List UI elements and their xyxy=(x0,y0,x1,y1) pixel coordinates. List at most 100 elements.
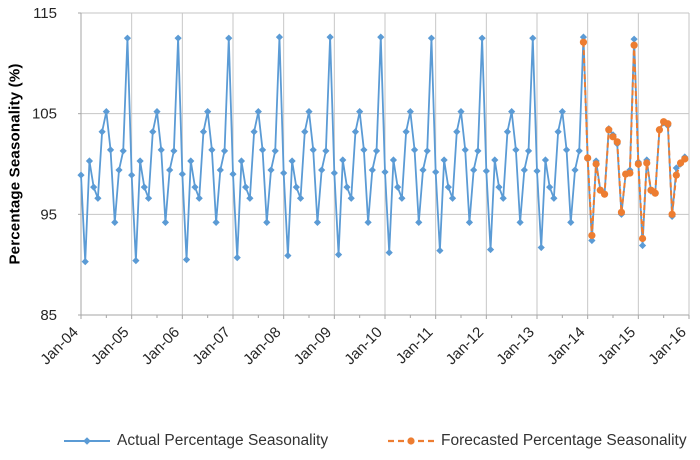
data-point-marker xyxy=(292,183,300,191)
data-point-marker xyxy=(334,251,343,259)
data-point-marker xyxy=(495,183,503,191)
data-point-marker xyxy=(681,155,689,163)
data-point-marker xyxy=(617,208,626,216)
data-point-marker xyxy=(166,166,174,174)
x-tick-label: Jan-07 xyxy=(189,324,233,368)
data-point-marker xyxy=(149,128,157,136)
data-point-marker xyxy=(187,157,195,165)
data-point-marker xyxy=(195,194,203,202)
data-point-marker xyxy=(343,183,351,191)
axis-tick-labels: 85 95 105 115 Jan-04 Jan-05 Jan-06 Jan-07 Jan-08… xyxy=(32,5,690,368)
data-point-marker xyxy=(170,147,178,155)
data-point-marker xyxy=(368,166,376,174)
data-point-marker xyxy=(111,218,119,226)
chart-canvas: 85 95 105 115 Jan-04 Jan-05 Jan-06 Jan-07 Jan-08… xyxy=(32,5,690,368)
legend-item-actual: Actual Percentage Seasonality xyxy=(64,428,328,454)
data-point-marker xyxy=(356,108,364,116)
data-point-marker xyxy=(638,234,647,243)
data-point-marker xyxy=(199,128,208,136)
data-point-marker xyxy=(85,157,94,165)
data-point-marker xyxy=(486,245,495,254)
data-point-marker xyxy=(432,168,440,176)
data-point-marker xyxy=(440,156,448,164)
forecast-series xyxy=(579,38,689,243)
data-point-marker xyxy=(664,120,672,128)
data-point-marker xyxy=(410,146,419,154)
data-point-marker xyxy=(508,108,516,116)
actual-series xyxy=(77,33,689,266)
data-point-marker xyxy=(288,157,296,165)
data-point-marker xyxy=(470,166,478,174)
axes xyxy=(78,12,690,319)
data-point-marker xyxy=(322,147,330,155)
data-point-marker xyxy=(347,194,355,202)
data-point-marker xyxy=(584,154,592,162)
data-point-marker xyxy=(613,138,621,146)
data-point-marker xyxy=(263,218,271,226)
x-tick-label: Jan-06 xyxy=(139,324,183,368)
data-point-marker xyxy=(309,146,317,154)
data-point-marker xyxy=(313,218,322,226)
data-point-marker xyxy=(575,147,583,155)
data-point-marker xyxy=(77,171,85,179)
data-point-marker xyxy=(81,258,89,266)
data-point-marker xyxy=(398,194,406,202)
data-point-marker xyxy=(233,254,241,262)
data-point-marker xyxy=(326,33,334,41)
actual-series-swatch-icon xyxy=(64,437,110,445)
data-point-marker xyxy=(140,183,148,191)
data-point-marker xyxy=(258,146,267,154)
data-point-marker xyxy=(558,108,566,116)
data-point-marker xyxy=(381,168,389,176)
data-point-marker xyxy=(132,257,140,265)
data-point-marker xyxy=(499,194,507,202)
data-point-marker xyxy=(275,33,284,41)
data-point-marker xyxy=(554,128,562,136)
data-point-marker xyxy=(605,126,613,134)
data-point-marker xyxy=(284,252,292,260)
data-point-marker xyxy=(212,218,220,226)
data-point-marker xyxy=(638,241,647,250)
data-point-marker xyxy=(280,169,288,177)
data-point-marker xyxy=(229,170,237,178)
x-tick-label: Jan-10 xyxy=(341,324,385,368)
data-point-marker xyxy=(419,166,427,174)
data-point-marker xyxy=(174,34,182,42)
x-tick-label: Jan-12 xyxy=(443,324,487,368)
data-point-marker xyxy=(305,108,313,116)
data-point-marker xyxy=(394,183,402,191)
y-tick-label: 95 xyxy=(40,206,57,223)
data-point-marker xyxy=(453,128,461,136)
data-point-marker xyxy=(98,128,106,136)
y-tick-label: 85 xyxy=(40,307,57,324)
data-point-marker xyxy=(415,218,423,226)
data-point-marker xyxy=(512,146,520,154)
data-point-marker xyxy=(588,231,596,240)
data-point-marker xyxy=(225,34,233,42)
data-point-marker xyxy=(474,147,482,155)
data-point-marker xyxy=(643,159,651,167)
data-point-marker xyxy=(406,108,414,116)
data-point-marker xyxy=(318,166,326,174)
data-point-marker xyxy=(182,256,191,264)
data-point-marker xyxy=(271,147,279,155)
data-point-marker xyxy=(216,166,224,174)
legend-label-actual: Actual Percentage Seasonality xyxy=(117,432,329,449)
x-tick-label: Jan-13 xyxy=(493,324,537,368)
data-point-marker xyxy=(630,41,638,49)
data-point-marker xyxy=(634,160,642,168)
data-point-marker xyxy=(360,146,368,154)
data-point-marker xyxy=(436,246,444,255)
data-point-marker xyxy=(385,248,393,257)
data-point-marker xyxy=(178,170,186,178)
data-point-marker xyxy=(423,147,431,155)
legend-label-forecast: Forecasted Percentage Seasonality xyxy=(441,432,687,449)
data-point-marker xyxy=(267,166,275,174)
data-point-marker xyxy=(389,156,398,164)
data-point-marker xyxy=(208,146,216,154)
y-tick-label: 115 xyxy=(33,5,57,22)
data-point-marker xyxy=(254,108,262,116)
x-tick-label: Jan-05 xyxy=(88,324,132,368)
data-point-marker xyxy=(550,194,558,202)
data-point-marker xyxy=(204,108,212,116)
